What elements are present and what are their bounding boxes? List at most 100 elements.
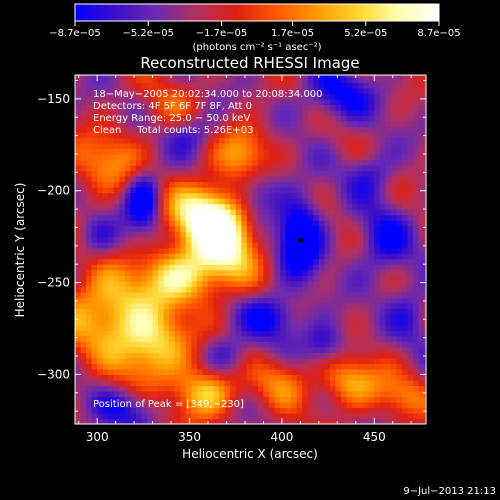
heatmap-cell (241, 346, 248, 353)
heatmap-cell (174, 148, 181, 155)
heatmap-cell (335, 363, 342, 370)
heatmap-cell (219, 115, 226, 122)
heatmap-cell (141, 341, 148, 348)
heatmap-cell (291, 308, 298, 315)
heatmap-cell (274, 418, 281, 424)
heatmap-cell (357, 280, 364, 287)
heatmap-cell (352, 407, 359, 414)
heatmap-cell (341, 280, 348, 287)
heatmap-cell (374, 220, 381, 227)
heatmap-cell (296, 313, 303, 320)
heatmap-cell (413, 159, 420, 166)
heatmap-cell (324, 76, 331, 83)
heatmap-cell (379, 115, 386, 122)
heatmap-cell (86, 357, 93, 364)
heatmap-cell (329, 324, 337, 331)
heatmap-cell (268, 280, 276, 287)
heatmap-cell (379, 341, 386, 348)
heatmap-cell (241, 280, 248, 287)
heatmap-cell (235, 220, 242, 227)
heatmap-cell (424, 176, 426, 183)
heatmap-cell (230, 324, 237, 331)
heatmap-cell (163, 407, 170, 414)
heatmap-cell (113, 148, 120, 155)
heatmap-cell (390, 264, 398, 271)
heatmap-cell (196, 192, 204, 199)
heatmap-cell (401, 253, 409, 260)
heatmap-cell (357, 187, 364, 194)
heatmap-cell (91, 170, 98, 177)
heatmap-cell (341, 187, 348, 194)
heatmap-cell (86, 159, 93, 166)
heatmap-cell (102, 330, 109, 337)
heatmap-cell (252, 297, 259, 304)
heatmap-cell (91, 120, 98, 128)
heatmap-cell (268, 253, 276, 260)
heatmap-cell (329, 335, 337, 342)
heatmap-cell (346, 269, 353, 276)
heatmap-cell (302, 335, 309, 342)
heatmap-cell (302, 247, 309, 254)
heatmap-cell (180, 148, 187, 155)
heatmap-cell (363, 368, 370, 375)
heatmap-cell (263, 236, 270, 243)
heatmap-cell (163, 170, 170, 177)
heatmap-cell (268, 374, 276, 381)
heatmap-cell (196, 258, 204, 265)
heatmap-cell (324, 258, 331, 265)
heatmap-cell (97, 286, 104, 293)
heatmap-cell (224, 131, 231, 139)
heatmap-cell (341, 264, 348, 271)
heatmap-cell (291, 109, 298, 117)
heatmap-cell (224, 407, 231, 414)
heatmap-cell (208, 264, 215, 271)
heatmap-cell (268, 324, 276, 331)
heatmap-cell (246, 198, 253, 205)
heatmap-cell (169, 302, 176, 309)
heatmap-cell (263, 126, 270, 133)
heatmap-cell (75, 374, 82, 381)
heatmap-cell (257, 131, 265, 139)
heatmap-cell (396, 115, 403, 122)
heatmap-cell (257, 126, 265, 133)
heatmap-cell (141, 385, 148, 392)
heatmap-cell (363, 203, 370, 210)
heatmap-cell (268, 231, 276, 238)
heatmap-cell (213, 396, 220, 403)
heatmap-cell (80, 181, 87, 188)
heatmap-cell (158, 396, 165, 403)
heatmap-cell (302, 242, 309, 249)
heatmap-cell (374, 236, 381, 243)
heatmap-cell (257, 363, 265, 370)
heatmap-cell (418, 225, 425, 232)
heatmap-cell (180, 187, 187, 194)
heatmap-cell (141, 203, 148, 210)
heatmap-cell (219, 352, 226, 359)
heatmap-cell (80, 412, 87, 420)
heatmap-cell (296, 170, 303, 177)
heatmap-cell (97, 352, 104, 359)
heatmap-cell (379, 225, 386, 232)
heatmap-cell (413, 412, 420, 420)
heatmap-cell (346, 291, 353, 298)
heatmap-cell (357, 131, 364, 139)
heatmap-cell (291, 407, 298, 414)
heatmap-cell (174, 330, 181, 337)
heatmap-cell (318, 258, 325, 265)
heatmap-cell (268, 308, 276, 315)
heatmap-cell (86, 302, 93, 309)
heatmap-cell (108, 363, 115, 370)
heatmap-cell (407, 231, 414, 238)
heatmap-cell (357, 214, 364, 221)
heatmap-cell (313, 368, 320, 375)
heatmap-cell (135, 313, 143, 320)
heatmap-cell (163, 269, 170, 276)
heatmap-cell (413, 286, 420, 293)
heatmap-cell (291, 181, 298, 188)
heatmap-cell (80, 324, 87, 331)
heatmap-cell (374, 346, 381, 353)
colorbar-gradient (75, 4, 439, 21)
heatmap-cell (385, 385, 392, 392)
heatmap-cell (158, 258, 165, 265)
heatmap-cell (75, 187, 82, 194)
